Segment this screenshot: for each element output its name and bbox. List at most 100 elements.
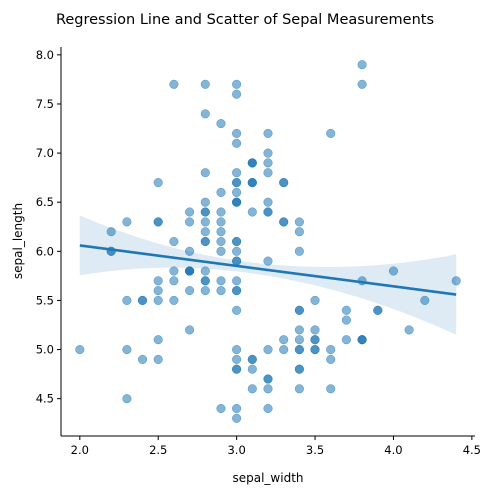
data-point	[232, 128, 242, 138]
data-point	[247, 354, 257, 364]
data-point	[263, 128, 273, 138]
x-tick-label: 4.5	[463, 443, 481, 457]
data-point	[122, 394, 132, 404]
y-tick-label: 8.0	[36, 48, 54, 62]
data-point	[232, 168, 242, 178]
data-point	[310, 325, 320, 335]
data-point	[263, 158, 273, 168]
data-point	[153, 178, 163, 188]
data-point	[200, 227, 210, 237]
data-point	[357, 79, 367, 89]
data-point	[294, 305, 304, 315]
data-point	[137, 354, 148, 364]
data-point	[263, 384, 273, 394]
confidence-band-layer	[79, 215, 457, 335]
data-point	[169, 79, 179, 89]
regression-line	[79, 244, 457, 296]
data-point	[169, 236, 179, 247]
data-point	[153, 354, 163, 364]
x-tick-label: 2.0	[71, 443, 89, 457]
x-tick-label: 3.0	[227, 443, 245, 457]
data-point	[341, 335, 351, 345]
data-point	[169, 295, 179, 305]
data-point	[279, 345, 289, 355]
data-point	[200, 236, 210, 247]
data-point	[263, 207, 273, 217]
data-point	[341, 305, 351, 315]
data-point	[232, 236, 242, 247]
data-point	[294, 335, 304, 345]
data-point	[153, 335, 163, 345]
data-point	[232, 286, 242, 296]
data-point	[232, 364, 242, 374]
data-point	[106, 227, 116, 237]
data-point	[122, 345, 132, 355]
x-ticks: 2.0 2.5 3.0 3.5 4.0 4.5	[71, 436, 481, 457]
data-point	[294, 325, 304, 335]
y-tick-label: 5.0	[36, 343, 54, 357]
data-point	[232, 345, 242, 355]
data-point	[232, 354, 242, 364]
data-point	[232, 305, 242, 315]
data-point	[451, 276, 461, 286]
y-tick-label: 4.5	[36, 392, 54, 406]
points-layer	[75, 60, 461, 423]
data-point	[357, 335, 367, 345]
y-tick-label: 7.0	[36, 146, 54, 160]
y-tick-label: 6.0	[36, 244, 54, 258]
data-point	[216, 246, 226, 256]
data-point	[310, 335, 320, 345]
data-point	[294, 217, 304, 227]
chart-title: Regression Line and Scatter of Sepal Mea…	[56, 12, 434, 28]
data-point	[185, 266, 195, 276]
data-point	[326, 128, 336, 138]
data-point	[357, 60, 367, 70]
data-point	[263, 403, 273, 414]
data-point	[326, 345, 336, 355]
data-point	[373, 305, 383, 315]
data-point	[216, 119, 226, 129]
data-point	[216, 403, 226, 414]
data-point	[185, 246, 195, 256]
data-point	[326, 354, 336, 364]
data-point	[232, 138, 242, 148]
data-point	[232, 276, 242, 286]
x-tick-label: 4.0	[384, 443, 402, 457]
data-point	[232, 246, 242, 256]
data-point	[404, 325, 414, 335]
data-point	[232, 187, 242, 197]
data-point	[232, 197, 242, 207]
x-tick-label: 2.5	[149, 443, 167, 457]
data-point	[169, 276, 179, 286]
data-point	[200, 276, 210, 286]
data-point	[137, 295, 148, 305]
data-point	[153, 217, 163, 227]
data-point	[310, 295, 320, 305]
data-point	[294, 246, 304, 256]
data-point	[232, 79, 242, 89]
data-point	[200, 79, 210, 89]
data-point	[232, 256, 242, 266]
data-point	[200, 197, 210, 207]
data-point	[185, 325, 195, 335]
data-point	[279, 178, 289, 188]
data-point	[310, 345, 320, 355]
data-point	[122, 295, 132, 305]
data-point	[200, 266, 210, 276]
data-point	[294, 227, 304, 237]
data-point	[216, 207, 226, 217]
data-point	[153, 295, 163, 305]
data-point	[185, 286, 195, 296]
data-point	[232, 89, 242, 99]
data-point	[200, 207, 210, 217]
data-point	[247, 207, 257, 217]
y-tick-label: 6.5	[36, 195, 54, 209]
data-point	[247, 178, 257, 188]
data-point	[294, 364, 304, 374]
data-point	[216, 236, 226, 247]
x-axis-label: sepal_width	[232, 471, 303, 485]
data-point	[263, 197, 273, 207]
y-tick-label: 7.5	[36, 97, 54, 111]
data-point	[247, 384, 257, 394]
